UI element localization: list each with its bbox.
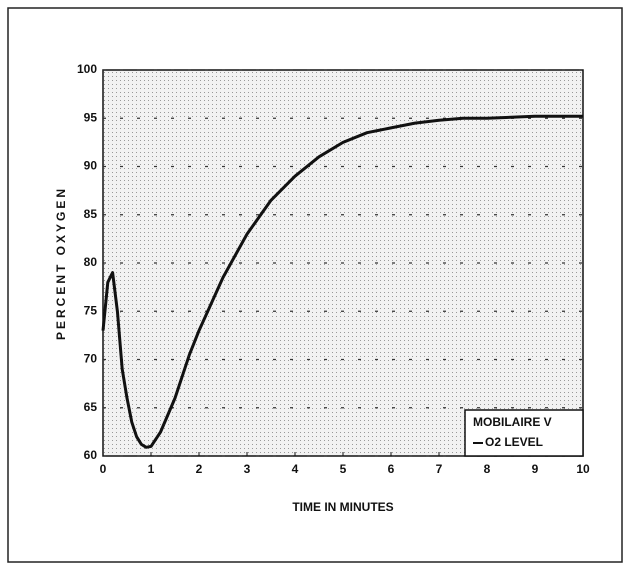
x-tick-label: 9 [532,462,539,476]
y-tick-label: 75 [84,303,98,317]
y-tick-label: 65 [84,400,98,414]
line [101,114,583,449]
legend-box [464,409,584,457]
frame [7,7,623,563]
x-tick-label: 8 [484,462,491,476]
x-tick-label: 0 [100,462,107,476]
x-tick-label: 6 [388,462,395,476]
y-tick-label: 80 [84,255,98,269]
x-tick-label: 3 [244,462,251,476]
x-tick-label: 2 [196,462,203,476]
x-tick-label: 1 [148,462,155,476]
y-tick-label: 85 [84,207,98,221]
x-tick-label: 5 [340,462,347,476]
y-axis-label: PERCENT OXYGEN [54,186,68,340]
y-tick-label: 90 [84,159,98,173]
y-tick-label: 70 [84,352,98,366]
y-tick-label: 95 [84,110,98,124]
x-tick-label: 4 [292,462,299,476]
y-tick-label: 60 [84,448,98,462]
x-tick-label: 7 [436,462,443,476]
legend-label: O2 LEVEL [485,435,543,449]
legend-title: MOBILAIRE V [473,415,552,429]
y-tick-label: 100 [77,62,97,76]
x-axis-label: TIME IN MINUTES [292,500,393,514]
x-tick-label: 10 [576,462,590,476]
